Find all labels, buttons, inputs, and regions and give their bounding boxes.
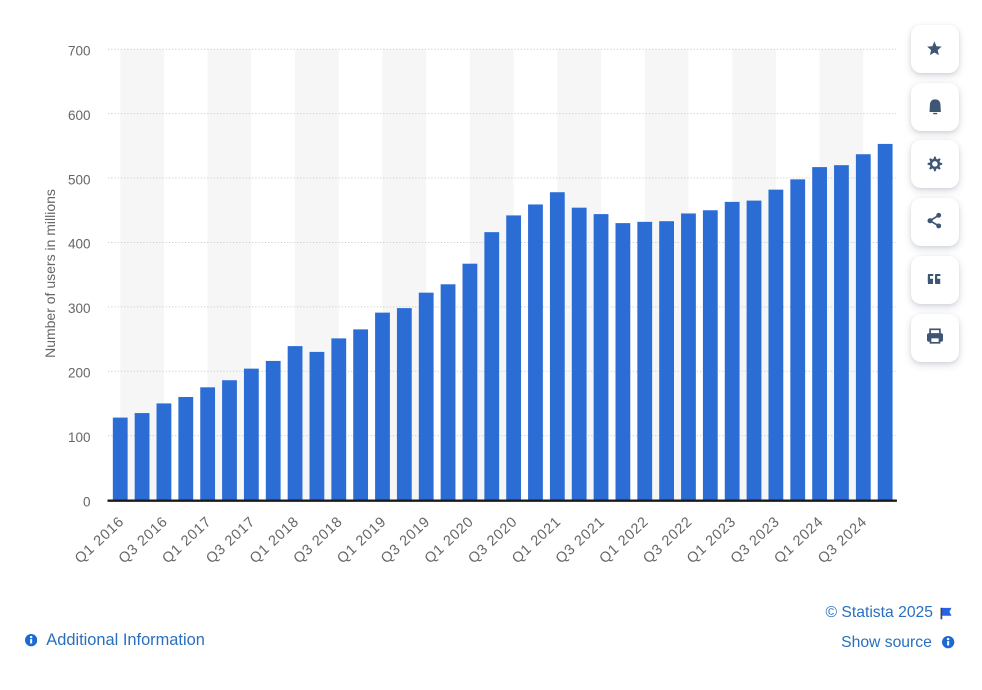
svg-text:600: 600 <box>68 108 91 123</box>
svg-text:0: 0 <box>83 494 91 509</box>
svg-text:200: 200 <box>68 366 91 381</box>
svg-text:500: 500 <box>68 172 91 187</box>
svg-text:Number of users in millions: Number of users in millions <box>42 189 58 358</box>
svg-text:300: 300 <box>68 301 91 316</box>
svg-text:Q3 2024: Q3 2024 <box>815 514 870 567</box>
svg-text:700: 700 <box>68 44 91 59</box>
svg-text:100: 100 <box>68 430 91 445</box>
svg-text:400: 400 <box>68 237 91 252</box>
